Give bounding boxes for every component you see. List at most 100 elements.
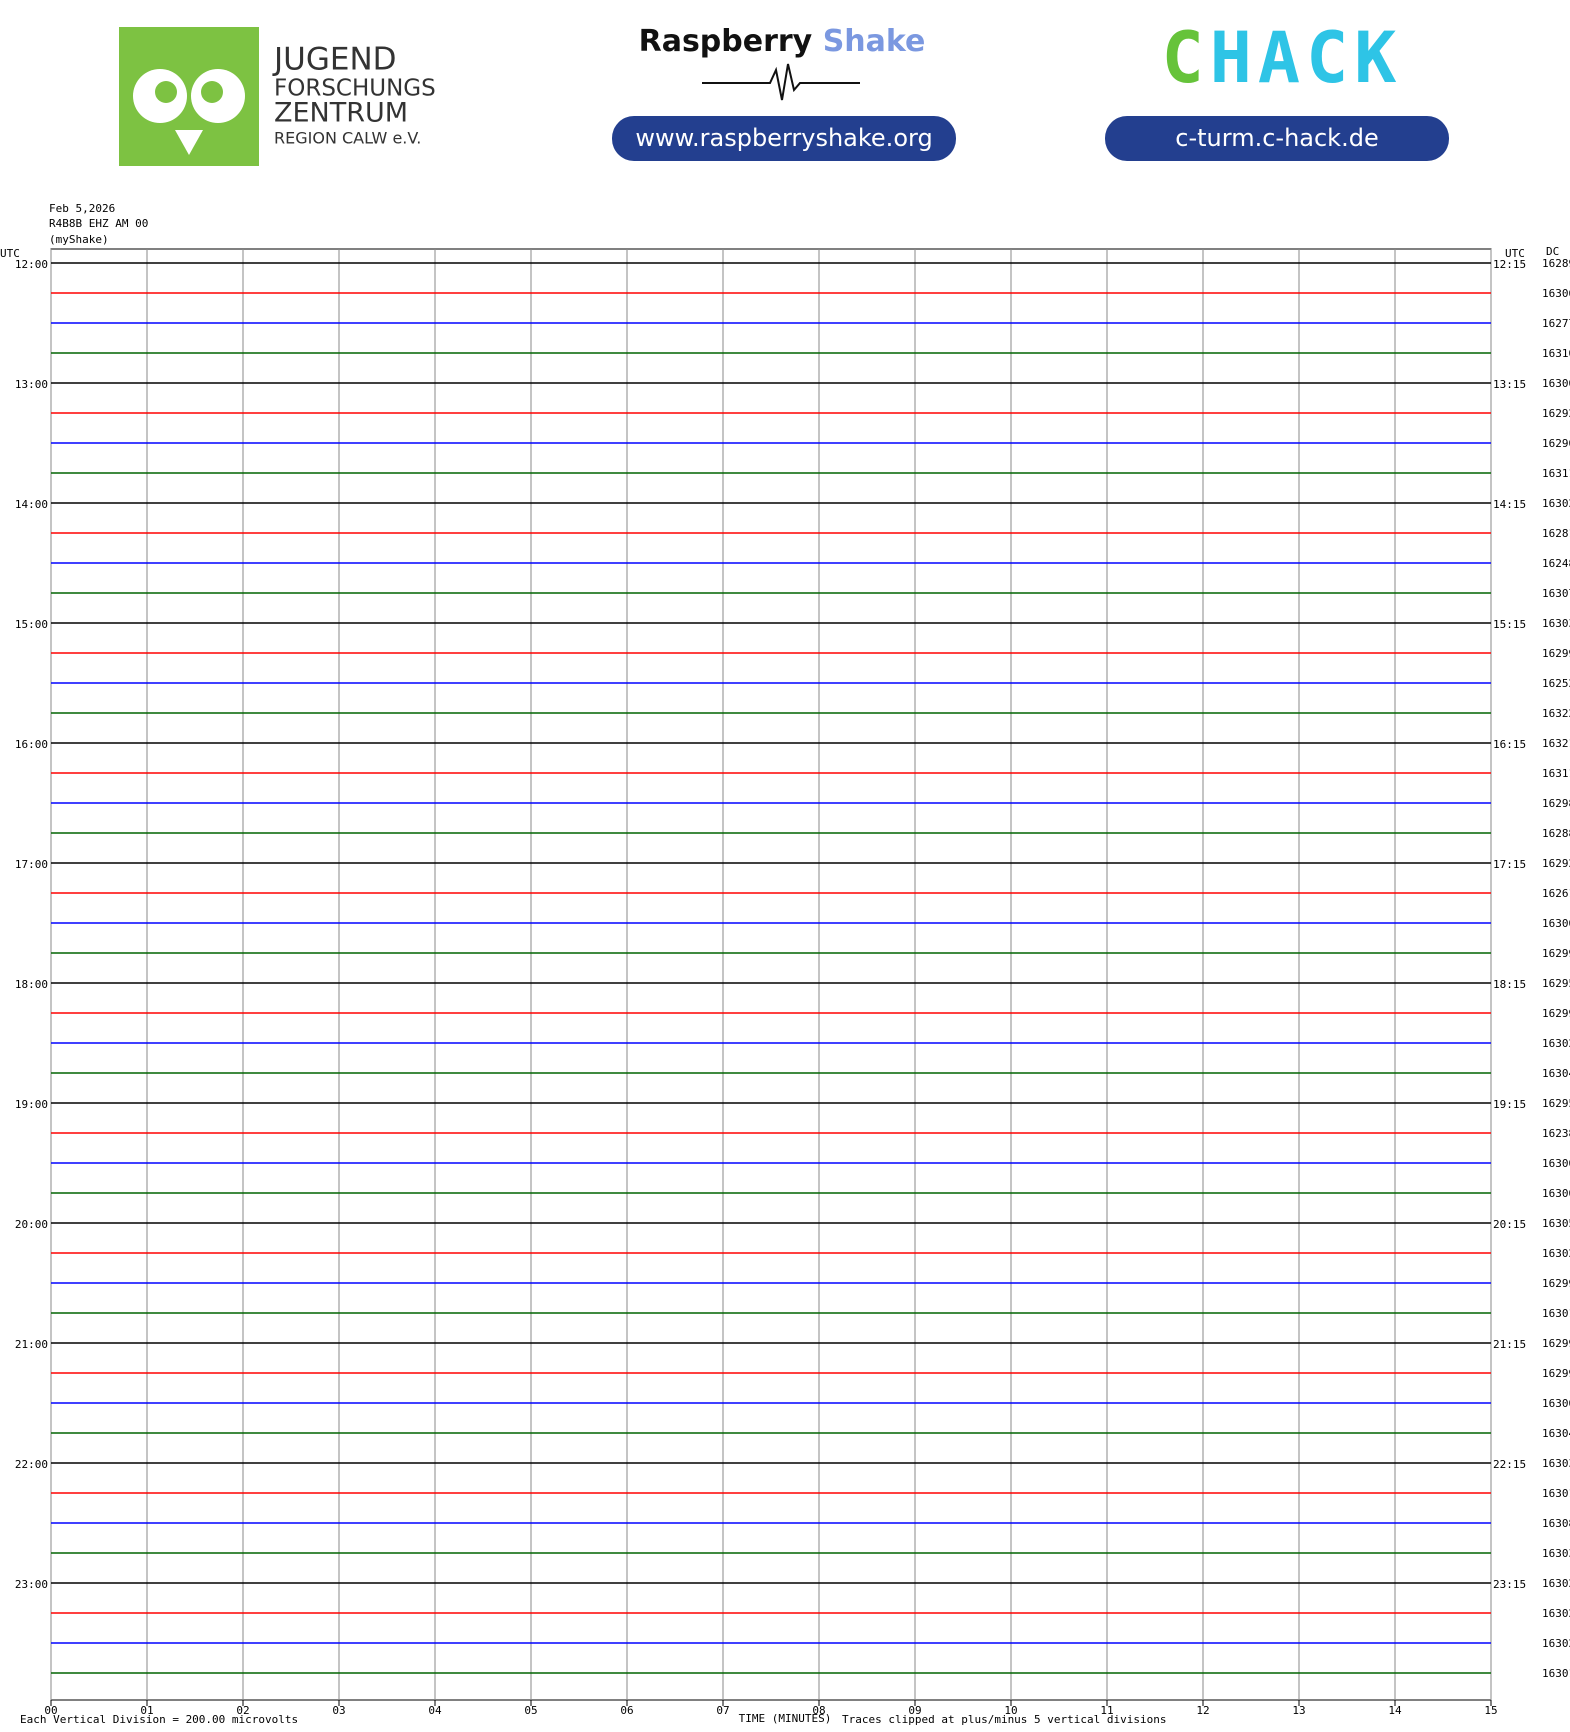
hour-label-left: 13:00 [15, 378, 48, 391]
plot-frame [50, 248, 1492, 1701]
owl-beak [175, 130, 203, 155]
url-text: www.raspberryshake.org [635, 124, 932, 152]
hour-label-right: 15:15 [1493, 618, 1526, 631]
dc-value: 16299 [1542, 1277, 1570, 1290]
hour-label-right: 14:15 [1493, 498, 1526, 511]
dc-value: 16295 [1542, 977, 1570, 990]
hour-label-left: 23:00 [15, 1578, 48, 1591]
dc-value: 16305 [1542, 1217, 1570, 1230]
x-tick-label: 07 [716, 1704, 729, 1717]
dc-value: 16322 [1542, 707, 1570, 720]
url-text: c-turm.c-hack.de [1175, 124, 1378, 152]
dc-value: 16303 [1542, 1457, 1570, 1470]
hour-label-right: 13:15 [1493, 378, 1526, 391]
dc-value: 16306 [1542, 287, 1570, 300]
x-tick-label: 11 [1100, 1704, 1113, 1717]
owl-pupil [201, 81, 223, 103]
seismo-icon [702, 63, 860, 101]
hour-label-right: 19:15 [1493, 1098, 1526, 1111]
hour-label-right: 22:15 [1493, 1458, 1526, 1471]
x-tick-label: 01 [140, 1704, 153, 1717]
dc-value: 16290 [1542, 437, 1570, 450]
hour-label-left: 14:00 [15, 498, 48, 511]
x-tick-label: 15 [1484, 1704, 1497, 1717]
dc-value: 16299 [1542, 1337, 1570, 1350]
hour-label-left: 22:00 [15, 1458, 48, 1471]
raspberry-word: Raspberry [639, 24, 813, 59]
x-tick-label: 09 [908, 1704, 921, 1717]
hour-label-left: 18:00 [15, 978, 48, 991]
hour-label-right: 16:15 [1493, 738, 1526, 751]
hour-label-left: 21:00 [15, 1338, 48, 1351]
clip-note: Traces clipped at plus/minus 5 vertical … [842, 1713, 1167, 1726]
dc-value: 16292 [1542, 407, 1570, 420]
dc-value: 16308 [1542, 1517, 1570, 1530]
jfz-logo: JUGEND FORSCHUNGS ZENTRUM REGION CALW e.… [119, 27, 436, 166]
hour-label-right: 12:15 [1493, 258, 1526, 271]
chack-rest: HACK [1210, 17, 1403, 99]
x-tick-label: 14 [1388, 1704, 1402, 1717]
hour-label-left: 16:00 [15, 738, 48, 751]
dc-value: 16302 [1542, 1037, 1570, 1050]
dc-label: DC [1546, 245, 1559, 258]
jfz-text: REGION CALW e.V. [274, 129, 421, 148]
dc-value: 16310 [1542, 347, 1570, 360]
hour-label-right: 21:15 [1493, 1338, 1526, 1351]
dc-value: 16295 [1542, 1097, 1570, 1110]
date: Feb 5,2026 [49, 202, 115, 215]
url-pill [612, 116, 956, 161]
dc-value: 16277 [1542, 317, 1570, 330]
dc-value: 16300 [1542, 917, 1570, 930]
dc-value: 16302 [1542, 497, 1570, 510]
jfz-text: FORSCHUNGS [274, 76, 436, 102]
utc-left: UTC [0, 247, 20, 260]
hour-label-right: 23:15 [1493, 1578, 1526, 1591]
dc-value: 16289 [1542, 257, 1570, 270]
jfz-text: JUGEND [272, 42, 397, 78]
chack-text: CHACK [1162, 17, 1403, 99]
x-tick-label: 02 [236, 1704, 249, 1717]
x-tick-label: 05 [524, 1704, 537, 1717]
x-tick-label: 08 [812, 1704, 825, 1717]
x-tick-label: 10 [1004, 1704, 1017, 1717]
raspberry-text: Raspberry Shake [639, 24, 926, 59]
x-tick-label: 12 [1196, 1704, 1209, 1717]
x-axis-label: TIME (MINUTES) [739, 1712, 832, 1725]
network: (myShake) [49, 233, 109, 246]
chack-logo: CHACK c-turm.c-hack.de [1105, 17, 1449, 161]
dc-value: 16288 [1542, 827, 1570, 840]
dc-value: 16299 [1542, 647, 1570, 660]
x-tick-label: 04 [428, 1704, 442, 1717]
x-tick-label: 03 [332, 1704, 345, 1717]
dc-value: 16300 [1542, 1397, 1570, 1410]
owl-pupil [155, 81, 177, 103]
x-tick-label: 00 [44, 1704, 57, 1717]
station: R4B8B EHZ AM 00 [49, 217, 148, 230]
dc-value: 16302 [1542, 1607, 1570, 1620]
dc-value: 16303 [1542, 617, 1570, 630]
utc-right: UTC [1505, 247, 1525, 260]
url-pill [1105, 116, 1449, 161]
dc-value: 16304 [1542, 1427, 1570, 1440]
hour-label-left: 15:00 [15, 618, 48, 631]
hour-label-left: 19:00 [15, 1098, 48, 1111]
dc-value: 16302 [1542, 1577, 1570, 1590]
dc-value: 16300 [1542, 1187, 1570, 1200]
jfz-text: ZENTRUM [274, 98, 408, 129]
dc-value: 16299 [1542, 1367, 1570, 1380]
hour-label-right: 17:15 [1493, 858, 1526, 871]
hour-label-left: 20:00 [15, 1218, 48, 1231]
raspberry-logo: Raspberry Shake www.raspberryshake.org [612, 24, 956, 161]
hour-label-right: 20:15 [1493, 1218, 1526, 1231]
dc-value: 16300 [1542, 377, 1570, 390]
dc-value: 16292 [1542, 857, 1570, 870]
dc-value: 16299 [1542, 947, 1570, 960]
dc-value: 16303 [1542, 1547, 1570, 1560]
